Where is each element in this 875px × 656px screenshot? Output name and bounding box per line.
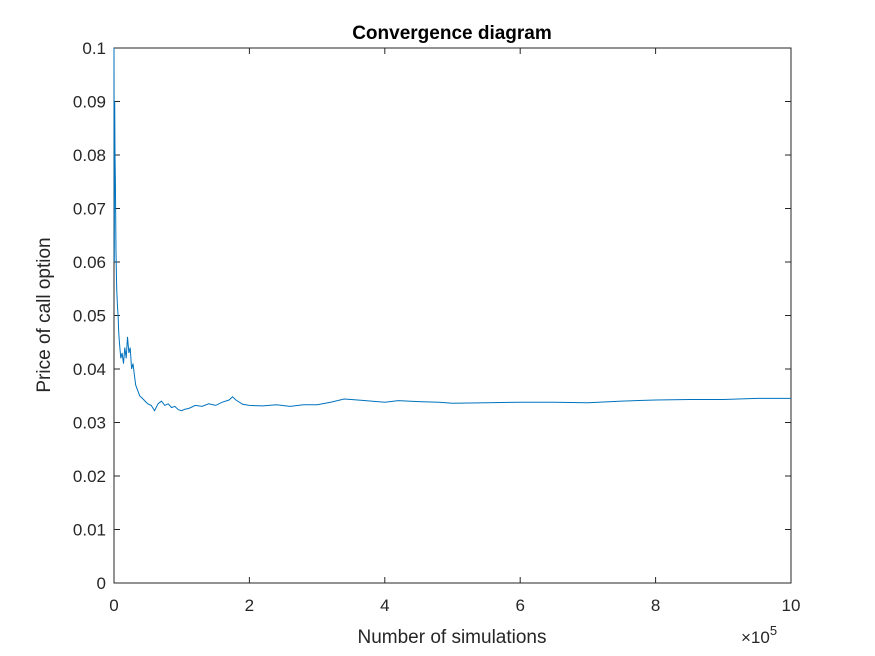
- y-tick-label: 0.1: [82, 39, 106, 58]
- y-tick-label: 0.01: [73, 521, 106, 540]
- y-axis-ticks: 0 0.01 0.02 0.03 0.04 0.05 0.06 0.07 0.08 0.09 0.1: [73, 39, 791, 593]
- y-tick-label: 0: [97, 574, 106, 593]
- y-tick-label: 0.07: [73, 200, 106, 219]
- axes-area: [113, 47, 792, 584]
- y-tick-label: 0.06: [73, 253, 106, 272]
- x-axis-multiplier-base: ×10: [741, 628, 770, 647]
- y-axis-label: Price of call option: [34, 237, 55, 392]
- y-tick-label: 0.05: [73, 307, 106, 326]
- x-axis-label: Number of simulations: [357, 627, 546, 648]
- price-convergence-line: [113, 47, 791, 412]
- x-axis-multiplier-exponent: 5: [770, 623, 777, 638]
- x-tick-label: 8: [651, 596, 660, 615]
- chart-title: Convergence diagram: [352, 23, 552, 44]
- x-tick-label: 4: [380, 596, 389, 615]
- y-tick-label: 0.08: [73, 146, 106, 165]
- x-tick-label: 0: [109, 596, 118, 615]
- x-tick-label: 10: [782, 596, 801, 615]
- y-tick-label: 0.03: [73, 414, 106, 433]
- x-axis-ticks: 0 2 4 6 8 10: [109, 48, 800, 615]
- y-tick-label: 0.04: [73, 360, 106, 379]
- y-tick-label: 0.02: [73, 467, 106, 486]
- x-axis-multiplier: ×105: [741, 623, 777, 647]
- y-tick-label: 0.09: [73, 93, 106, 112]
- x-tick-label: 2: [245, 596, 254, 615]
- x-tick-label: 6: [515, 596, 524, 615]
